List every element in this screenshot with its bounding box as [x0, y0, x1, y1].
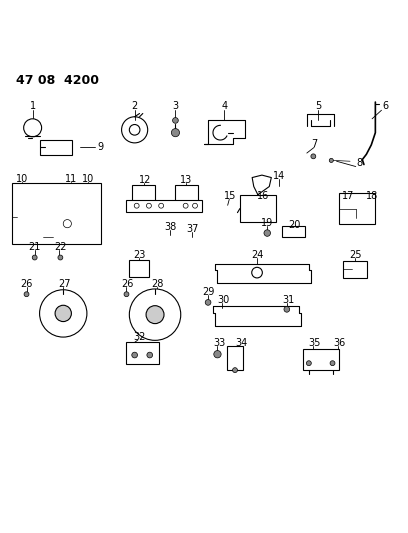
Text: 20: 20 [288, 220, 301, 230]
Bar [343, 261, 367, 278]
Text: 37: 37 [186, 224, 199, 234]
Text: 2: 2 [131, 101, 138, 111]
Text: 22: 22 [54, 243, 67, 252]
Text: 35: 35 [309, 338, 321, 348]
Circle shape [146, 305, 164, 324]
Circle shape [146, 203, 151, 208]
Circle shape [132, 352, 137, 358]
Circle shape [86, 185, 92, 191]
Text: 32: 32 [133, 332, 146, 342]
Circle shape [24, 292, 29, 297]
Circle shape [155, 292, 160, 297]
Text: 6: 6 [382, 101, 389, 111]
Text: 36: 36 [333, 338, 346, 348]
Circle shape [32, 255, 37, 260]
Circle shape [173, 118, 178, 123]
Circle shape [233, 368, 237, 373]
Text: 13: 13 [180, 175, 193, 185]
Text: 14: 14 [273, 171, 286, 181]
Bar [129, 260, 149, 277]
Circle shape [24, 119, 42, 137]
Bar [126, 199, 202, 212]
Text: 17: 17 [342, 191, 354, 201]
Bar [40, 140, 72, 155]
Text: 18: 18 [366, 191, 378, 201]
Circle shape [55, 305, 71, 321]
Circle shape [214, 351, 221, 358]
Bar [240, 195, 276, 222]
Text: 4: 4 [221, 101, 228, 111]
Circle shape [61, 292, 66, 297]
Circle shape [20, 185, 25, 191]
Circle shape [330, 361, 335, 366]
Text: 26: 26 [20, 279, 33, 289]
Circle shape [40, 290, 87, 337]
Text: 8: 8 [356, 158, 362, 168]
Bar [12, 183, 101, 244]
Text: 10: 10 [82, 174, 94, 184]
Circle shape [58, 255, 63, 260]
Circle shape [306, 361, 311, 366]
Circle shape [147, 352, 153, 358]
Bar [282, 225, 305, 237]
Text: 30: 30 [217, 295, 230, 305]
Circle shape [159, 203, 164, 208]
Text: 21: 21 [29, 243, 41, 252]
Circle shape [284, 306, 290, 312]
Text: 33: 33 [213, 338, 225, 348]
Circle shape [193, 203, 197, 208]
Text: 3: 3 [172, 101, 179, 111]
Circle shape [63, 220, 71, 228]
Text: 10: 10 [16, 174, 29, 184]
Bar [175, 185, 198, 201]
Text: 31: 31 [282, 295, 295, 305]
Circle shape [129, 289, 181, 341]
Circle shape [183, 203, 188, 208]
Text: 28: 28 [152, 279, 164, 289]
Circle shape [71, 185, 76, 191]
Bar [339, 192, 375, 224]
Text: 23: 23 [133, 251, 146, 261]
Text: 19: 19 [261, 218, 273, 228]
Text: 1: 1 [29, 101, 36, 111]
Text: 47 08  4200: 47 08 4200 [16, 75, 99, 87]
Circle shape [205, 300, 211, 305]
Text: 38: 38 [164, 222, 176, 232]
Text: 5: 5 [315, 101, 322, 111]
Circle shape [311, 154, 316, 159]
Bar [126, 342, 159, 365]
Text: 27: 27 [58, 279, 71, 289]
Circle shape [171, 128, 180, 137]
Text: 29: 29 [203, 287, 215, 297]
Text: 24: 24 [252, 251, 264, 261]
Text: 7: 7 [311, 139, 317, 149]
Text: 26: 26 [121, 279, 133, 289]
Circle shape [134, 203, 139, 208]
Text: 15: 15 [224, 191, 237, 201]
Bar [132, 185, 155, 201]
Circle shape [329, 158, 333, 163]
Text: 25: 25 [350, 251, 362, 261]
Text: 16: 16 [257, 191, 269, 201]
Bar [227, 346, 243, 370]
Text: 9: 9 [97, 142, 103, 152]
Text: 34: 34 [235, 338, 248, 348]
Circle shape [264, 230, 271, 236]
Bar [303, 349, 339, 370]
Text: 11: 11 [65, 174, 78, 184]
Text: 12: 12 [139, 175, 151, 185]
Circle shape [124, 292, 129, 297]
